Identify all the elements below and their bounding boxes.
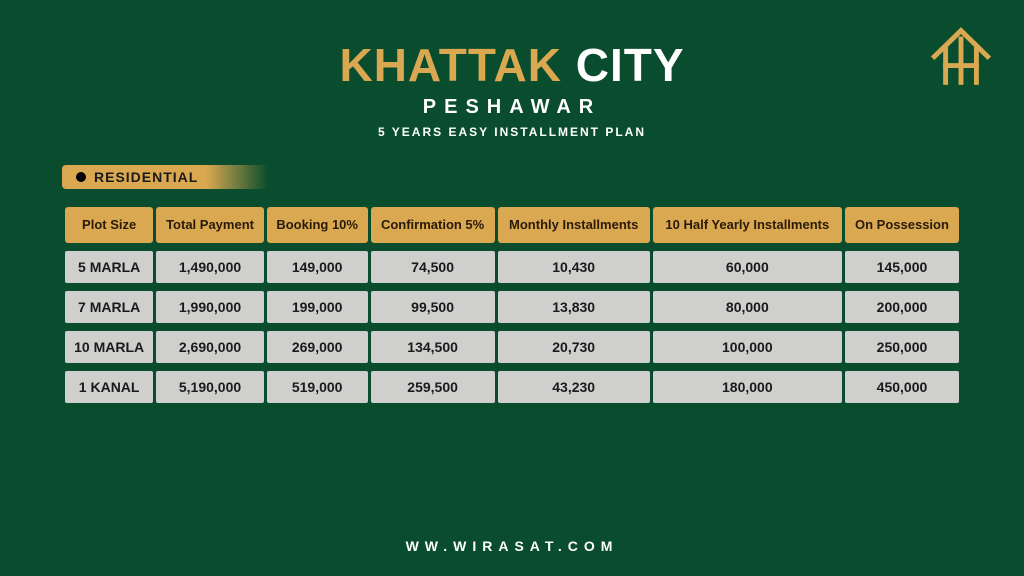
cell: 1,990,000: [156, 291, 264, 323]
table-row: 5 MARLA 1,490,000 149,000 74,500 10,430 …: [65, 251, 959, 283]
cell: 10,430: [498, 251, 650, 283]
section-label-text: RESIDENTIAL: [94, 169, 198, 185]
cell: 2,690,000: [156, 331, 264, 363]
page-title: KHATTAK CITY: [0, 38, 1024, 92]
cell: 250,000: [845, 331, 959, 363]
table-header-row: Plot Size Total Payment Booking 10% Conf…: [65, 207, 959, 243]
title-part1: KHATTAK: [339, 39, 561, 91]
col-total-payment: Total Payment: [156, 207, 264, 243]
cell: 145,000: [845, 251, 959, 283]
cell: 13,830: [498, 291, 650, 323]
cell: 5,190,000: [156, 371, 264, 403]
col-possession: On Possession: [845, 207, 959, 243]
section-badge: RESIDENTIAL: [62, 165, 268, 189]
cell: 60,000: [653, 251, 842, 283]
title-part2: CITY: [576, 39, 685, 91]
cell: 180,000: [653, 371, 842, 403]
col-confirmation: Confirmation 5%: [371, 207, 495, 243]
cell: 74,500: [371, 251, 495, 283]
bullet-icon: [76, 172, 86, 182]
cell: 80,000: [653, 291, 842, 323]
cell: 10 MARLA: [65, 331, 153, 363]
cell: 5 MARLA: [65, 251, 153, 283]
cell: 100,000: [653, 331, 842, 363]
table-row: 7 MARLA 1,990,000 199,000 99,500 13,830 …: [65, 291, 959, 323]
cell: 1 KANAL: [65, 371, 153, 403]
pricing-table: Plot Size Total Payment Booking 10% Conf…: [62, 199, 962, 411]
cell: 450,000: [845, 371, 959, 403]
table-row: 1 KANAL 5,190,000 519,000 259,500 43,230…: [65, 371, 959, 403]
col-half-yearly: 10 Half Yearly Installments: [653, 207, 842, 243]
cell: 519,000: [267, 371, 368, 403]
tagline: 5 YEARS EASY INSTALLMENT PLAN: [0, 125, 1024, 139]
col-booking: Booking 10%: [267, 207, 368, 243]
cell: 200,000: [845, 291, 959, 323]
table-row: 10 MARLA 2,690,000 269,000 134,500 20,73…: [65, 331, 959, 363]
cell: 259,500: [371, 371, 495, 403]
pricing-table-wrap: Plot Size Total Payment Booking 10% Conf…: [62, 199, 962, 411]
subtitle: PESHAWAR: [0, 96, 1024, 119]
cell: 1,490,000: [156, 251, 264, 283]
cell: 43,230: [498, 371, 650, 403]
brand-logo-icon: [926, 18, 996, 88]
cell: 134,500: [371, 331, 495, 363]
cell: 99,500: [371, 291, 495, 323]
header: KHATTAK CITY PESHAWAR 5 YEARS EASY INSTA…: [0, 0, 1024, 139]
cell: 7 MARLA: [65, 291, 153, 323]
cell: 199,000: [267, 291, 368, 323]
cell: 269,000: [267, 331, 368, 363]
col-monthly: Monthly Installments: [498, 207, 650, 243]
cell: 20,730: [498, 331, 650, 363]
footer-url: WW.WIRASAT.COM: [0, 538, 1024, 554]
cell: 149,000: [267, 251, 368, 283]
col-plot-size: Plot Size: [65, 207, 153, 243]
